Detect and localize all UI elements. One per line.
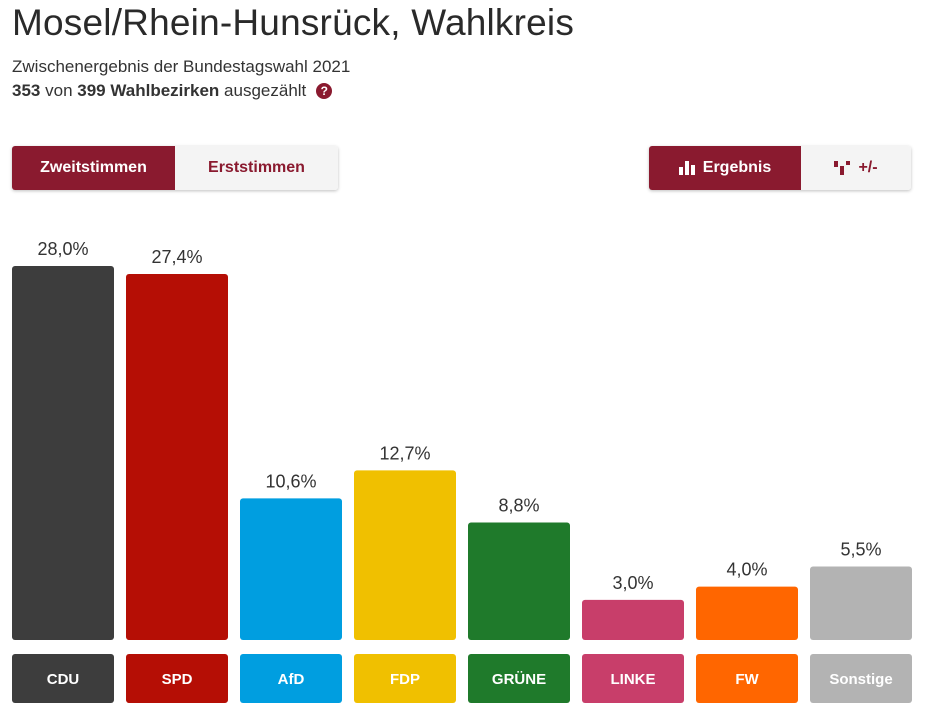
page-title: Mosel/Rhein-Hunsrück, Wahlkreis bbox=[12, 2, 575, 43]
bar-chart-icon bbox=[678, 161, 695, 175]
category-label-box bbox=[810, 654, 912, 703]
bar-grüne[interactable] bbox=[468, 522, 570, 640]
counted-von: von bbox=[45, 81, 73, 100]
bar-afd[interactable] bbox=[240, 498, 342, 640]
bar-spd[interactable] bbox=[126, 274, 228, 640]
counted-number: 353 bbox=[12, 81, 41, 100]
bar-fdp[interactable] bbox=[354, 470, 456, 640]
category-label-box bbox=[126, 654, 228, 703]
value-label: 12,7% bbox=[379, 443, 430, 463]
category-label-box bbox=[354, 654, 456, 703]
tab-ergebnis-label: Ergebnis bbox=[702, 159, 772, 176]
category-label: FW bbox=[735, 671, 759, 688]
bar-linke[interactable] bbox=[582, 599, 684, 640]
value-label: 4,0% bbox=[726, 560, 767, 580]
category-label: Sonstige bbox=[829, 671, 892, 688]
category-label-box bbox=[240, 654, 342, 703]
view-toggle: Ergebnis +/- bbox=[649, 146, 911, 190]
tab-zweitstimmen[interactable]: Zweitstimmen bbox=[12, 146, 175, 190]
page-subtitle: Zwischenergebnis der Bundestagswahl 2021 bbox=[12, 57, 351, 76]
value-label: 8,8% bbox=[498, 495, 539, 515]
category-label-box bbox=[582, 654, 684, 703]
tab-diff-label: +/- bbox=[858, 159, 878, 176]
bar-cdu[interactable] bbox=[12, 266, 114, 640]
counted-status: 353 von 399 Wahlbezirken ausgezählt ? bbox=[12, 81, 333, 101]
value-label: 28,0% bbox=[37, 239, 88, 259]
diff-chart-icon bbox=[834, 161, 851, 175]
vote-type-toggle: Zweitstimmen Erststimmen bbox=[12, 146, 338, 190]
tab-ergebnis[interactable]: Ergebnis bbox=[649, 146, 801, 190]
value-label: 10,6% bbox=[265, 471, 316, 491]
category-label-box bbox=[12, 654, 114, 703]
category-label: CDU bbox=[47, 671, 80, 688]
help-icon[interactable]: ? bbox=[316, 83, 333, 99]
category-label: AfD bbox=[278, 671, 305, 688]
tab-erststimmen[interactable]: Erststimmen bbox=[175, 146, 338, 190]
bar-fw[interactable] bbox=[696, 586, 798, 640]
value-label: 27,4% bbox=[151, 247, 202, 267]
category-label-box bbox=[468, 654, 570, 703]
category-label: GRÜNE bbox=[492, 671, 546, 688]
category-label: FDP bbox=[390, 671, 420, 688]
value-label: 5,5% bbox=[840, 540, 881, 560]
counted-total: 399 Wahlbezirken bbox=[77, 81, 220, 100]
category-label-box bbox=[696, 654, 798, 703]
bar-sonstige[interactable] bbox=[810, 566, 912, 640]
category-label: LINKE bbox=[611, 671, 656, 688]
tab-diff[interactable]: +/- bbox=[801, 146, 911, 190]
value-label: 3,0% bbox=[612, 573, 653, 593]
counted-suffix: ausgezählt bbox=[224, 81, 307, 100]
category-label: SPD bbox=[162, 671, 193, 688]
